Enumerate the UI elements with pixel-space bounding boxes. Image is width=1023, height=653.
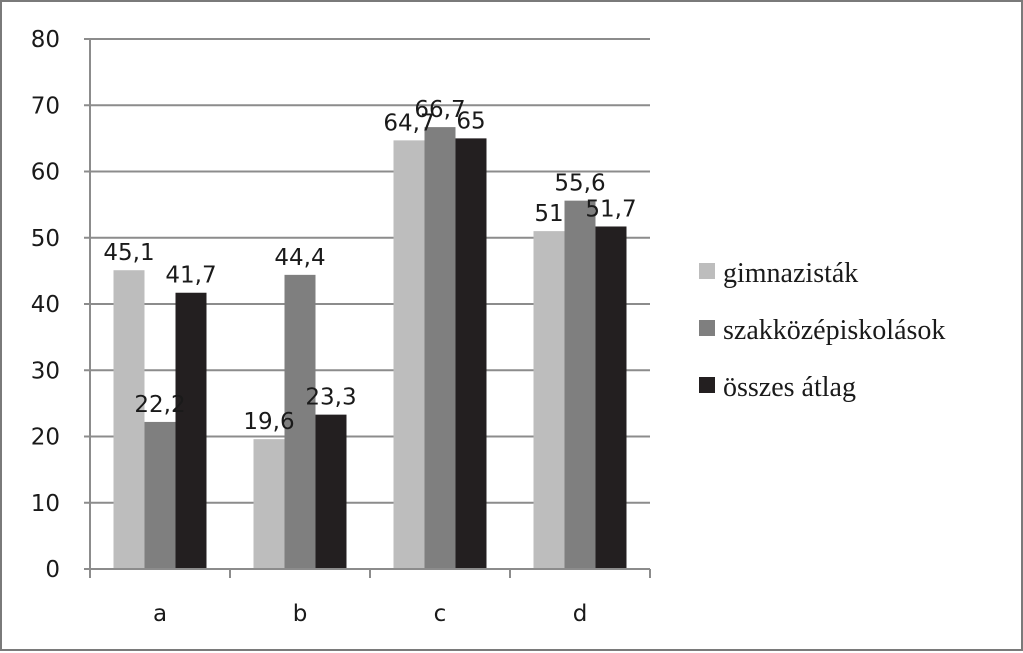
data-label: 64,7 xyxy=(383,110,434,136)
y-tick-label: 80 xyxy=(31,27,60,53)
bar xyxy=(144,421,176,569)
legend-swatch xyxy=(699,320,715,336)
data-label: 55,6 xyxy=(554,171,605,197)
data-label: 23,3 xyxy=(305,385,356,411)
x-category-label: d xyxy=(573,601,588,627)
y-tick-label: 30 xyxy=(31,358,60,384)
y-tick-label: 40 xyxy=(31,292,60,318)
data-label: 66,7 xyxy=(414,97,465,123)
legend-label: szakközépiskolások xyxy=(723,315,945,346)
bar xyxy=(533,231,565,569)
y-tick-label: 10 xyxy=(31,491,60,517)
data-label: 19,6 xyxy=(243,409,294,435)
x-category-label: c xyxy=(434,601,447,627)
data-label: 51,7 xyxy=(585,196,636,222)
data-labels: 45,1 19,6 64,7 51 22,2 44,4 66,7 55,6 41,7 23,3 65… xyxy=(103,97,636,435)
bar xyxy=(595,226,627,570)
bar xyxy=(564,200,596,569)
legend-swatch xyxy=(699,263,715,279)
x-category-label: a xyxy=(153,601,167,627)
data-label: 65 xyxy=(456,108,485,134)
legend-label: összes átlag xyxy=(723,372,856,403)
data-label: 22,2 xyxy=(134,392,185,418)
x-category-label: b xyxy=(293,601,308,627)
bar xyxy=(315,414,347,569)
data-label: 45,1 xyxy=(103,240,154,266)
legend-label: gimnazisták xyxy=(723,258,858,289)
y-tick-label: 50 xyxy=(31,226,60,252)
y-tick-label: 0 xyxy=(45,557,60,583)
axes: 0 10 20 30 40 50 60 70 80 a b c d xyxy=(31,27,651,627)
y-tick-label: 20 xyxy=(31,425,60,451)
data-label: 51 xyxy=(534,201,563,227)
legend-swatch xyxy=(699,377,715,393)
y-tick-label: 60 xyxy=(31,160,60,186)
bar xyxy=(393,140,425,570)
bar xyxy=(253,439,285,569)
bar xyxy=(284,274,316,569)
data-label: 44,4 xyxy=(274,245,325,271)
bar xyxy=(455,138,487,569)
bar xyxy=(113,270,145,569)
bars xyxy=(113,127,627,570)
legend: gimnazisták szakközépiskolások összes átla… xyxy=(699,258,945,403)
y-tick-label: 70 xyxy=(31,93,60,119)
data-label: 41,7 xyxy=(165,263,216,289)
bar xyxy=(175,292,207,569)
bar xyxy=(424,127,456,570)
